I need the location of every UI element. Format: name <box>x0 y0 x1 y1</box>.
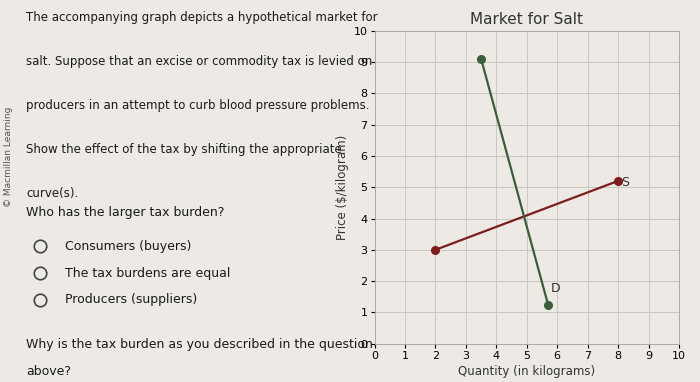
Text: The accompanying graph depicts a hypothetical market for: The accompanying graph depicts a hypothe… <box>26 11 378 24</box>
Y-axis label: Price ($/kilogram): Price ($/kilogram) <box>337 134 349 240</box>
Text: Why is the tax burden as you described in the question: Why is the tax burden as you described i… <box>26 338 373 351</box>
Text: above?: above? <box>26 365 71 378</box>
Text: producers in an attempt to curb blood pressure problems.: producers in an attempt to curb blood pr… <box>26 99 370 112</box>
Text: Who has the larger tax burden?: Who has the larger tax burden? <box>26 206 225 219</box>
Text: Producers (suppliers): Producers (suppliers) <box>65 293 197 306</box>
Text: S: S <box>621 176 629 189</box>
Text: Show the effect of the tax by shifting the appropriate: Show the effect of the tax by shifting t… <box>26 143 342 156</box>
Title: Market for Salt: Market for Salt <box>470 11 583 27</box>
Text: © Macmillan Learning: © Macmillan Learning <box>4 107 13 207</box>
Text: curve(s).: curve(s). <box>26 187 78 200</box>
X-axis label: Quantity (in kilograms): Quantity (in kilograms) <box>458 365 595 378</box>
Text: D: D <box>551 282 561 295</box>
Text: The tax burdens are equal: The tax burdens are equal <box>65 267 230 280</box>
Text: salt. Suppose that an excise or commodity tax is levied on: salt. Suppose that an excise or commodit… <box>26 55 372 68</box>
Text: Consumers (buyers): Consumers (buyers) <box>65 240 191 253</box>
